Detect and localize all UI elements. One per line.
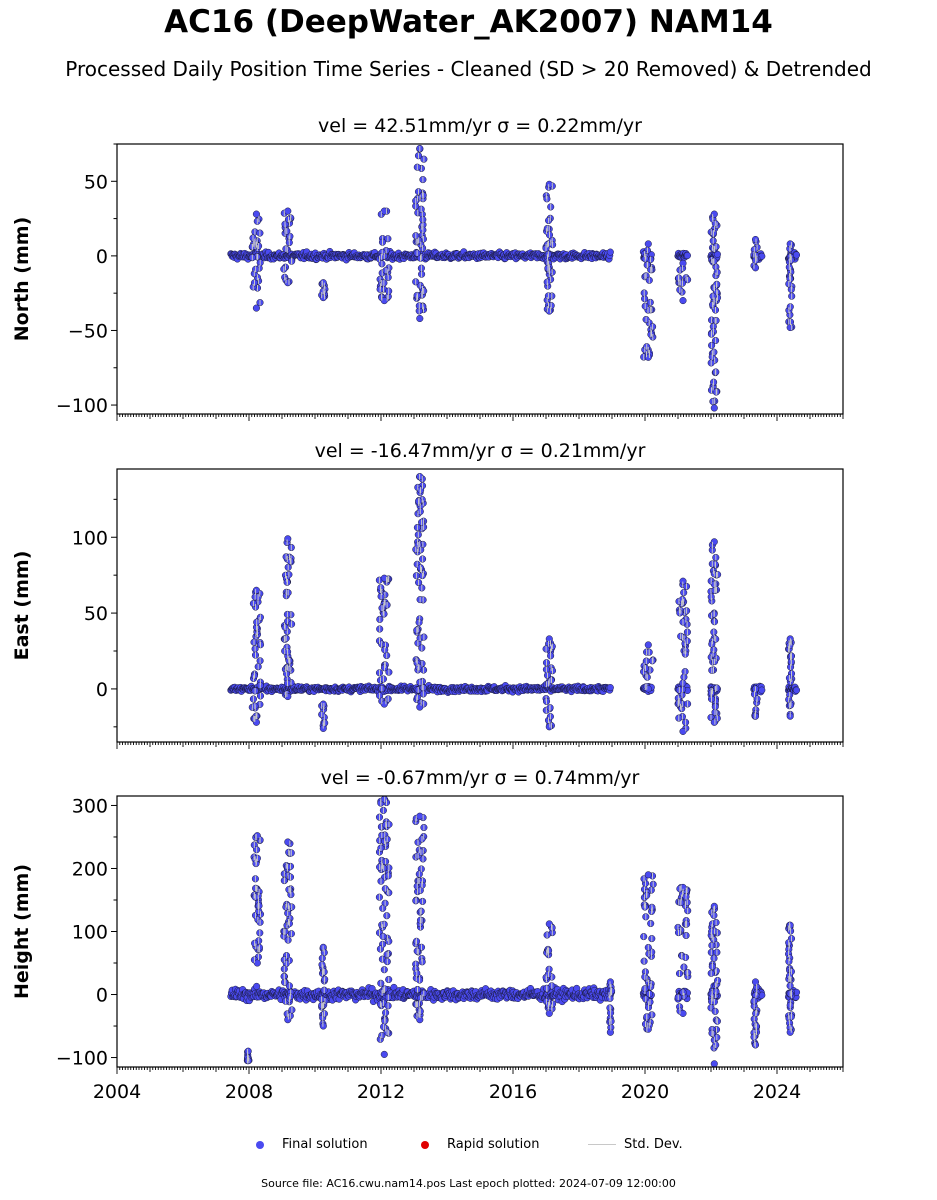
page-title: AC16 (DeepWater_AK2007) NAM14 (164, 4, 773, 40)
y-tick-label: 100 (72, 922, 108, 944)
final-solution-point (284, 279, 292, 287)
final-solution-point (416, 703, 424, 711)
std-dev-bars (251, 146, 793, 405)
final-solution-point (606, 248, 614, 256)
x-ticks (116, 414, 844, 421)
final-solution-point (253, 959, 261, 967)
final-solution-point (252, 210, 260, 218)
y-tick-label: −50 (68, 320, 108, 342)
final-solution-point (644, 240, 652, 248)
y-tick-label: 50 (84, 171, 108, 193)
plot-frame (116, 795, 844, 1068)
final-solution-point (758, 686, 766, 694)
final-solution-point (319, 294, 327, 302)
x-ticks: 2004 2008 2012 2016 2020 2024 (93, 1067, 844, 1103)
final-solution-point (606, 684, 614, 692)
data-points (227, 144, 801, 412)
y-ticks: 0 50 100 (72, 498, 117, 728)
final-solution-point (710, 718, 718, 726)
y-tick-label: 0 (96, 985, 108, 1007)
final-solution-point (751, 264, 760, 272)
y-axis-label: East (mm) (11, 551, 33, 661)
data-points (227, 473, 801, 735)
final-solution-point (252, 586, 260, 594)
y-tick-label: 50 (84, 603, 108, 625)
panel-height: vel = -0.67mm/yr σ = 0.74mm/yr Height (mm… (11, 767, 844, 1103)
final-solution-point (710, 210, 718, 218)
final-solution-point (751, 978, 760, 986)
final-solution-point (786, 323, 794, 332)
plot-frame (116, 468, 844, 743)
y-tick-label: 200 (72, 858, 108, 880)
panel-title: vel = -16.47mm/yr σ = 0.21mm/yr (315, 440, 646, 462)
final-solution-point (679, 1009, 687, 1017)
panel-north: vel = 42.51mm/yr σ = 0.22mm/yr North (mm)… (11, 115, 844, 421)
y-tick-label: 0 (96, 679, 108, 701)
final-solution-point (644, 641, 652, 649)
final-solution-point (792, 686, 801, 694)
panel-title: vel = -0.67mm/yr σ = 0.74mm/yr (321, 767, 640, 789)
x-ticks (116, 742, 844, 749)
final-solution-point (644, 871, 652, 879)
final-solution-point (284, 535, 292, 543)
final-solution-point (545, 180, 553, 188)
y-tick-label: 100 (72, 527, 108, 549)
final-solution-point (416, 314, 424, 323)
final-solution-point (252, 304, 260, 312)
data-points (227, 795, 801, 1068)
y-tick-label: −100 (56, 1048, 108, 1070)
final-solution-point (545, 635, 553, 643)
y-axis-label: North (mm) (11, 217, 33, 342)
final-solution-point (284, 207, 292, 215)
page-subtitle: Processed Daily Position Time Series - C… (65, 57, 872, 81)
y-ticks: −100 0 100 200 300 (56, 795, 117, 1070)
final-solution-point (416, 812, 424, 820)
y-ticks: −100 −50 0 50 (56, 143, 117, 417)
final-solution-point (380, 207, 388, 215)
final-solution-point (319, 279, 327, 287)
final-solution-point (683, 251, 691, 260)
final-solution-point (644, 353, 652, 361)
y-tick-label: −100 (56, 395, 108, 417)
y-tick-label: 300 (72, 795, 108, 817)
plot-frame (116, 143, 844, 415)
panel-east: vel = -16.47mm/yr σ = 0.21mm/yr East (mm)… (11, 440, 844, 749)
final-solution-point (679, 297, 687, 305)
final-solution-point (710, 1060, 718, 1068)
final-solution-point (380, 1050, 388, 1058)
final-solution-point (710, 404, 718, 412)
final-solution-point (644, 685, 652, 693)
panel-title: vel = 42.51mm/yr σ = 0.22mm/yr (318, 115, 642, 137)
y-tick-label: 0 (96, 246, 108, 268)
y-axis-label: Height (mm) (11, 864, 33, 999)
